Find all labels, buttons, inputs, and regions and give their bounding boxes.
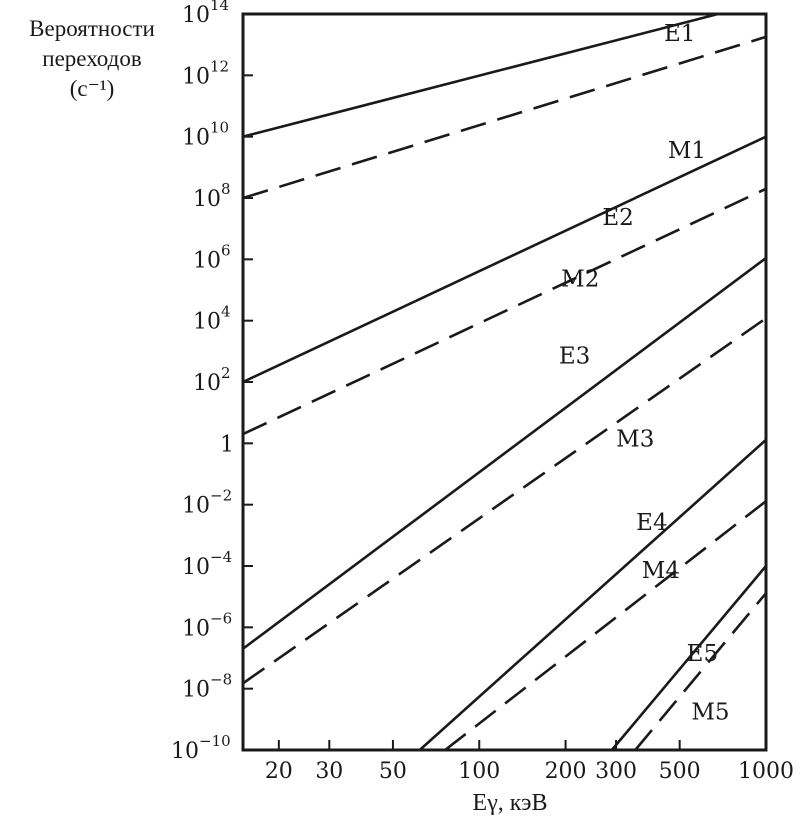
series-label-m4: M4 — [642, 558, 680, 584]
y-tick-label: 10 — [182, 64, 210, 89]
y-tick-label: 10 — [193, 310, 221, 335]
y-tick-label: 1 — [220, 432, 234, 457]
series-label-e3: E3 — [559, 344, 590, 370]
series-label-e4: E4 — [636, 510, 667, 536]
series-label-m5: M5 — [691, 699, 729, 725]
x-axis-ticks: 20 30 50 100 200 300 500 1000 — [265, 740, 794, 784]
x-tick-label: 100 — [458, 759, 500, 784]
y-tick-label: 10 — [182, 126, 210, 151]
y-tick-exponent: 12 — [210, 57, 229, 75]
series-label-e5: E5 — [687, 641, 718, 667]
y-tick-label: 10 — [182, 616, 210, 641]
y-axis-label-line-1: Вероятности — [29, 16, 155, 41]
y-tick-exponent: −6 — [210, 609, 232, 627]
y-tick-label: 10 — [193, 187, 221, 212]
series-label-e2: E2 — [602, 205, 633, 231]
x-tick-label: 20 — [265, 759, 293, 784]
series-line-m5 — [634, 592, 767, 751]
series-label-m2: M2 — [561, 267, 599, 293]
y-axis-label-line-3: (с⁻¹) — [69, 76, 115, 101]
y-tick-label: 10 — [182, 494, 210, 519]
x-tick-label: 30 — [315, 759, 343, 784]
y-tick-label: 10 — [182, 3, 210, 28]
series-line-e1 — [242, 12, 719, 138]
y-tick-label: 10 — [193, 371, 221, 396]
y-tick-exponent: −10 — [199, 732, 231, 750]
series-line-e3 — [242, 257, 767, 650]
y-tick-label: 10 — [182, 678, 210, 703]
y-tick-exponent: 4 — [221, 303, 231, 321]
y-tick-exponent: −4 — [210, 548, 232, 566]
y-axis-label-line-2: переходов — [42, 46, 142, 71]
series-labels: E1 M1 E2 M2 E3 M3 E4 M4 E5 M5 — [559, 21, 730, 725]
y-tick-label: 10 — [193, 248, 221, 273]
plot-frame — [241, 12, 768, 752]
y-tick-label: 10 — [171, 739, 199, 764]
x-tick-label: 300 — [595, 759, 637, 784]
x-tick-label: 500 — [659, 759, 701, 784]
x-tick-label: 200 — [545, 759, 587, 784]
series-line-m4 — [444, 500, 767, 752]
y-tick-exponent: −8 — [210, 671, 232, 689]
series-layer — [242, 12, 767, 752]
y-tick-exponent: −2 — [210, 487, 232, 505]
y-tick-exponent: 10 — [210, 119, 229, 137]
y-tick-label: 10 — [182, 555, 210, 580]
series-line-m1 — [242, 35, 767, 200]
series-line-m2 — [242, 187, 767, 436]
series-line-e4 — [418, 438, 767, 751]
series-line-m3 — [242, 317, 767, 685]
x-tick-label: 1000 — [738, 759, 794, 784]
series-line-e2 — [242, 135, 767, 384]
y-tick-exponent: 6 — [221, 241, 231, 259]
series-label-e1: E1 — [664, 21, 695, 47]
series-label-m3: M3 — [616, 426, 654, 452]
x-tick-label: 50 — [379, 759, 407, 784]
x-axis-label: Eγ, кэВ — [472, 790, 548, 816]
y-axis-label: Вероятности переходов (с⁻¹) — [0, 14, 184, 104]
series-line-e5 — [610, 565, 767, 751]
y-tick-exponent: 2 — [221, 364, 231, 382]
series-label-m1: M1 — [668, 138, 706, 164]
y-tick-exponent: 14 — [210, 0, 229, 14]
y-tick-exponent: 8 — [221, 180, 231, 198]
